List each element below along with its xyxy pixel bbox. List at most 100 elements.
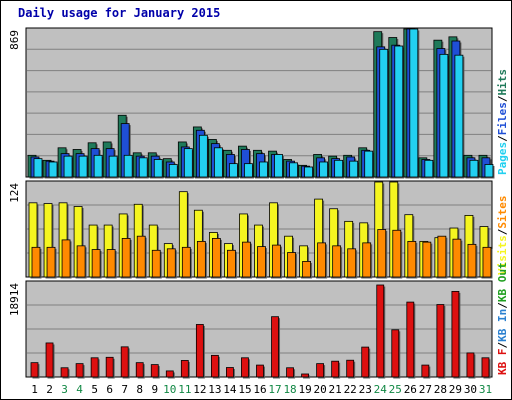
day-label-27: 27 — [419, 383, 432, 396]
bar-sites-day-30 — [467, 243, 477, 278]
bar-sites-day-31 — [482, 246, 492, 278]
day-label-31: 31 — [479, 383, 492, 396]
bar-sites-day-18 — [287, 252, 296, 278]
kbytes-panel-legend-item-3: / — [496, 302, 509, 309]
bar-kb-f-day-27 — [421, 364, 430, 378]
visits-panel-legend: Visits/Sites — [496, 196, 509, 276]
bar-kb-f-day-20 — [316, 363, 325, 378]
day-label-11: 11 — [178, 383, 191, 396]
day-label-15: 15 — [238, 383, 251, 396]
bar-pages-day-3 — [63, 155, 73, 178]
bar-kb-f-day-17 — [271, 316, 279, 378]
bar-sites-day-25 — [392, 229, 402, 278]
visits-panel-legend-item-2: Sites — [496, 196, 509, 229]
bar-sites-day-20 — [317, 242, 327, 278]
bar-kb-f-day-23 — [361, 346, 370, 378]
bar-sites-day-26 — [407, 240, 417, 278]
bar-kb-f-day-25 — [391, 329, 400, 378]
day-label-25: 25 — [389, 383, 402, 396]
bar-sites-day-3 — [61, 239, 71, 278]
bar-sites-day-4 — [76, 245, 86, 278]
bar-pages-day-24 — [379, 48, 389, 178]
visits-panel-ymax-label: 124 — [8, 183, 21, 203]
day-label-9: 9 — [151, 383, 158, 396]
bar-kb-f-day-15 — [241, 357, 249, 378]
bar-kb-f-day-31 — [481, 357, 490, 378]
bar-sites-day-12 — [196, 240, 206, 278]
bar-kb-f-day-10 — [165, 370, 174, 378]
bar-kb-f-day-7 — [120, 346, 129, 378]
bar-pages-day-14 — [229, 163, 238, 178]
bar-kb-f-day-6 — [105, 356, 114, 378]
bar-kb-f-day-18 — [286, 367, 294, 378]
day-label-5: 5 — [91, 383, 98, 396]
hits-panel-legend-item-4: Hits — [496, 69, 509, 96]
bar-sites-day-22 — [347, 248, 357, 278]
visits-panel-legend-item-0: Visits — [496, 235, 509, 275]
bar-sites-day-21 — [332, 245, 342, 278]
bar-sites-day-13 — [211, 238, 221, 278]
kbytes-panel-legend-item-4: KB Out — [496, 262, 509, 302]
bar-kb-f-day-30 — [466, 352, 475, 378]
day-label-1: 1 — [31, 383, 38, 396]
bar-pages-day-20 — [319, 161, 329, 178]
bar-sites-day-9 — [151, 249, 161, 278]
bar-pages-day-25 — [394, 45, 404, 178]
day-label-7: 7 — [121, 383, 128, 396]
bar-pages-day-19 — [304, 166, 313, 178]
bar-kb-f-day-22 — [346, 359, 355, 378]
day-label-28: 28 — [434, 383, 447, 396]
day-label-2: 2 — [46, 383, 53, 396]
bar-pages-day-9 — [153, 159, 163, 178]
bar-pages-day-29 — [454, 54, 464, 178]
day-label-17: 17 — [268, 383, 281, 396]
bar-pages-day-17 — [274, 154, 283, 178]
hits-panel-legend: Pages/Files/Hits — [496, 69, 509, 175]
bar-sites-day-23 — [362, 242, 372, 278]
bar-pages-day-26 — [409, 28, 419, 178]
bar-sites-day-16 — [257, 246, 266, 278]
bar-pages-day-30 — [469, 159, 479, 178]
bar-kb-f-day-21 — [331, 360, 340, 378]
bar-pages-day-2 — [48, 161, 58, 178]
bar-kb-f-day-16 — [256, 364, 264, 378]
bar-sites-day-14 — [227, 249, 236, 278]
bar-kb-f-day-19 — [301, 373, 309, 378]
bar-sites-day-15 — [242, 241, 251, 278]
bar-sites-day-5 — [91, 249, 101, 278]
bar-sites-day-11 — [181, 246, 191, 278]
hits-panel-legend-item-0: Pages — [496, 142, 509, 175]
bar-kb-f-day-1 — [30, 362, 39, 378]
bar-kb-f-day-28 — [436, 304, 445, 378]
bar-kb-f-day-13 — [210, 354, 219, 378]
bar-sites-day-1 — [31, 246, 41, 278]
bar-sites-day-29 — [452, 238, 462, 278]
bar-pages-day-5 — [93, 154, 103, 178]
bar-pages-day-27 — [424, 159, 434, 178]
chart-title: Daily usage for January 2015 — [18, 6, 221, 20]
bar-pages-day-23 — [364, 150, 374, 178]
bar-pages-day-16 — [259, 161, 268, 178]
bar-kb-f-day-2 — [45, 342, 54, 378]
bar-kb-f-day-3 — [60, 367, 69, 378]
hits-panel-ymax-label: 869 — [8, 30, 21, 50]
day-label-6: 6 — [106, 383, 113, 396]
bar-pages-day-21 — [334, 159, 344, 178]
day-label-24: 24 — [374, 383, 388, 396]
bar-kb-f-day-29 — [451, 290, 460, 378]
kbytes-panel-legend-item-2: KB In — [496, 309, 509, 342]
day-label-22: 22 — [344, 383, 357, 396]
bar-sites-day-10 — [166, 248, 176, 278]
bar-sites-day-28 — [437, 235, 447, 278]
kbytes-panel-legend: KB F/KB In/KB Out — [496, 262, 509, 375]
bar-pages-day-10 — [168, 164, 178, 178]
day-label-10: 10 — [163, 383, 176, 396]
day-label-12: 12 — [193, 383, 206, 396]
bar-pages-day-11 — [183, 148, 193, 178]
day-label-16: 16 — [253, 383, 266, 396]
bar-sites-day-17 — [272, 244, 281, 278]
bar-pages-day-13 — [213, 147, 223, 178]
day-label-14: 14 — [223, 383, 237, 396]
day-label-4: 4 — [76, 383, 83, 396]
